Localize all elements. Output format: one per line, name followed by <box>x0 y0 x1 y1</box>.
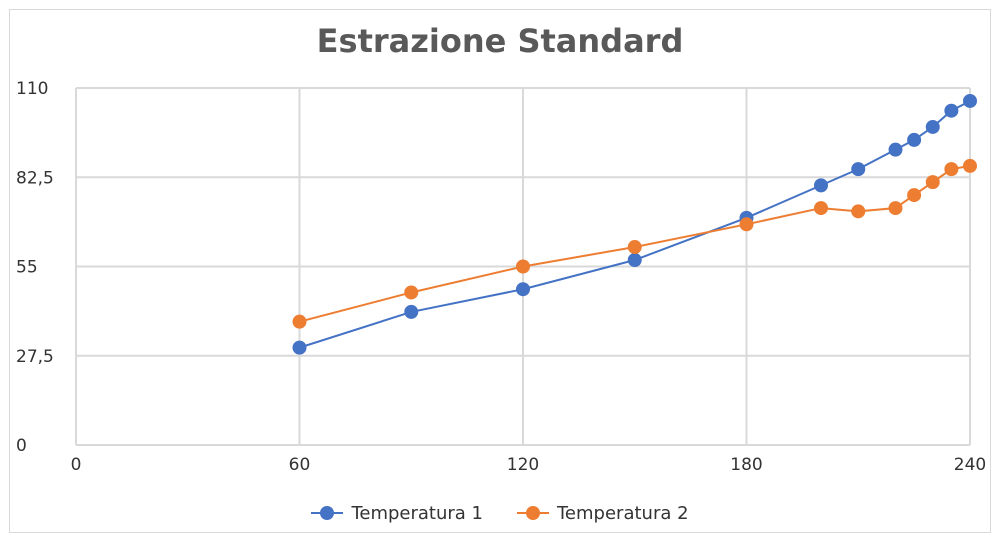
series-1-point <box>516 282 530 297</box>
legend: Temperatura 1 Temperatura 2 <box>0 498 1000 528</box>
series-2-point <box>516 259 530 274</box>
x-tick-label: 120 <box>507 455 539 475</box>
series-2-point <box>925 175 940 190</box>
y-tick-label: 0 <box>16 436 27 456</box>
series-1-point <box>888 142 903 157</box>
series-1-point <box>963 93 977 108</box>
series-1-point <box>925 119 940 134</box>
y-tick-label: 27,5 <box>16 347 54 367</box>
series-2-point <box>739 217 754 232</box>
series-2-point <box>963 158 977 173</box>
x-tick-label: 180 <box>730 455 762 475</box>
legend-label-series-1: Temperatura 1 <box>351 502 483 524</box>
y-tick-label: 110 <box>16 79 48 99</box>
series-2-point <box>404 285 419 300</box>
legend-item-series-2: Temperatura 2 <box>517 503 689 524</box>
series-1-point <box>292 340 307 355</box>
y-tick-label: 55 <box>16 258 38 278</box>
series-layer <box>292 93 977 355</box>
series-1-point <box>814 178 828 193</box>
series-2-point <box>814 201 828 216</box>
x-tick-label: 60 <box>289 455 311 475</box>
tick-labels: 0 27,5 55 82,5 110 0 60 120 180 240 <box>16 79 986 475</box>
series-2-point <box>944 162 959 177</box>
series-2-point <box>627 240 642 255</box>
chart-title: Estrazione Standard <box>316 22 684 60</box>
series-2-point <box>851 204 866 219</box>
series-1-point <box>944 103 959 118</box>
series-1-point <box>404 304 419 319</box>
series-2-point <box>292 314 307 329</box>
series-2-point <box>907 188 922 203</box>
legend-marker-series-1 <box>311 506 344 520</box>
series-1-point <box>627 253 642 268</box>
legend-item-series-1: Temperatura 1 <box>311 503 483 524</box>
series-line-1 <box>299 100 971 349</box>
series-1-point <box>907 132 922 147</box>
x-tick-label: 0 <box>71 455 82 475</box>
x-tick-label: 240 <box>954 455 986 475</box>
legend-marker-series-2 <box>517 506 549 520</box>
legend-label-series-2: Temperatura 2 <box>557 502 689 524</box>
series-1-point <box>851 162 866 177</box>
series-2-point <box>888 201 903 216</box>
y-tick-label: 82,5 <box>16 168 54 188</box>
